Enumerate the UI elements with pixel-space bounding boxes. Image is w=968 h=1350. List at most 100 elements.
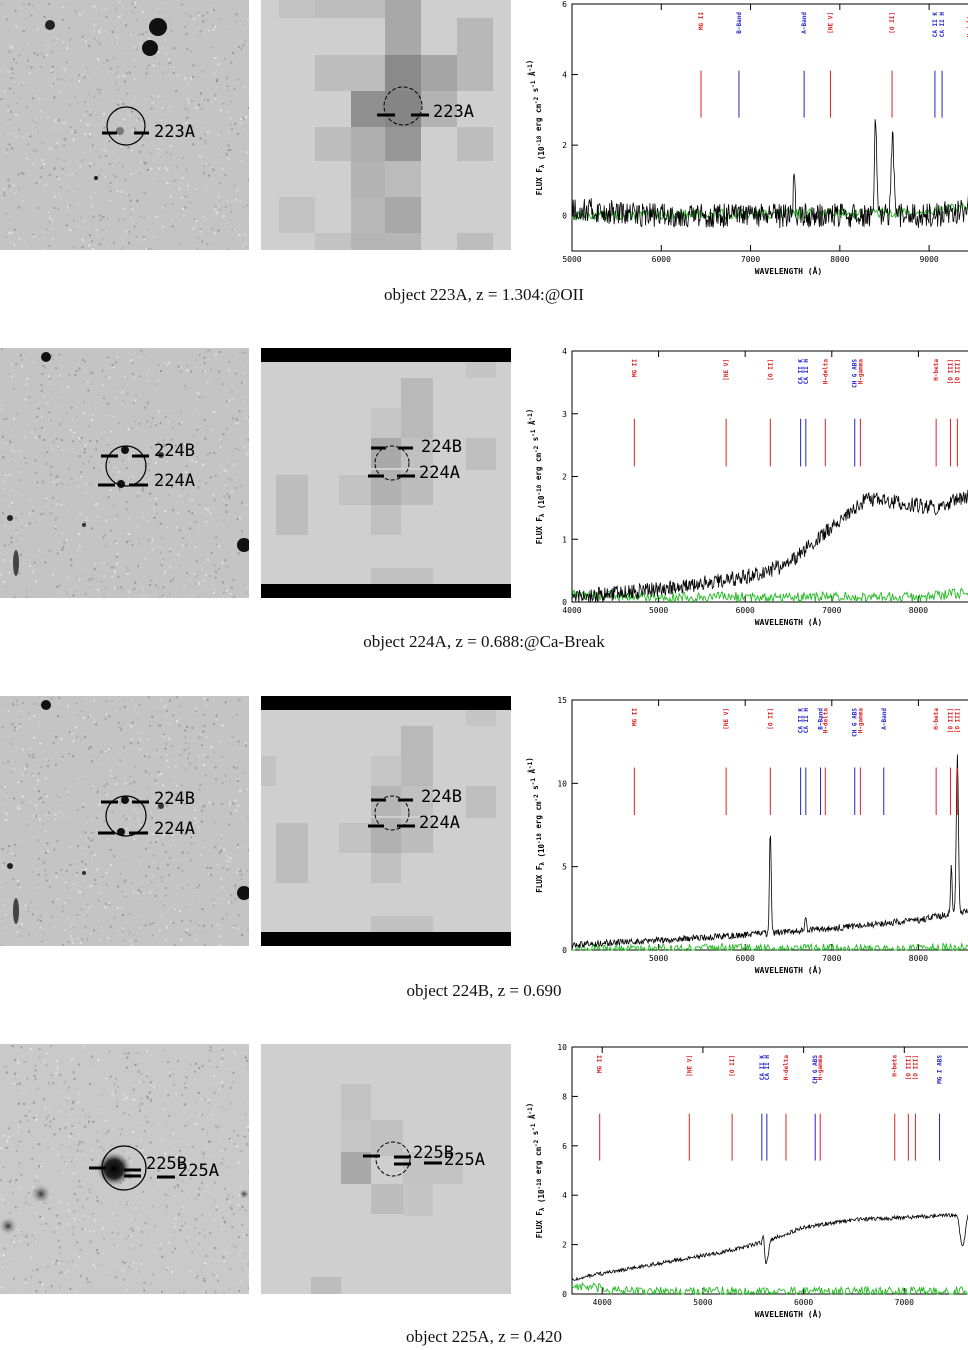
flux-spectrum — [571, 489, 968, 603]
xray-label: 224B — [421, 437, 462, 457]
y-tick-label: 15 — [557, 696, 567, 705]
xray-label: 225B — [413, 1143, 454, 1163]
x-tick-label: 7000 — [822, 606, 841, 615]
spectrum-chart-2: 40005000600070008000900001234WAVELENGTH … — [525, 348, 968, 627]
y-tick-label: 4 — [562, 348, 567, 356]
x-tick-label: 6000 — [794, 1298, 813, 1307]
figure-caption-1: object 223A, z = 1.304:@OII — [384, 285, 584, 304]
y-tick-label: 2 — [562, 141, 567, 150]
y-tick-label: 1 — [562, 535, 567, 544]
line-label: H-delta — [822, 359, 829, 385]
y-axis-label: FLUX Fλ (10-18 erg cm-2 s-1 Å-1) — [525, 409, 546, 545]
line-label: H-delta — [783, 1055, 790, 1081]
y-tick-label: 10 — [557, 779, 567, 788]
y-tick-label: 2 — [562, 473, 567, 482]
line-label: CA II H — [939, 12, 946, 38]
x-axis-label: WAVELENGTH (Å) — [755, 1309, 822, 1319]
y-tick-label: 3 — [562, 410, 567, 419]
optical-label: 225A — [178, 1161, 219, 1181]
y-axis-label: FLUX Fλ (10-18 erg cm-2 s-1 Å-1) — [525, 60, 546, 196]
error-spectrum — [571, 1281, 968, 1296]
x-tick-label: 5000 — [562, 255, 581, 264]
optical-label: 225B — [146, 1154, 187, 1174]
y-tick-label: 4 — [562, 71, 567, 80]
error-spectrum — [571, 587, 968, 604]
line-label: CH G ABS — [852, 708, 859, 737]
x-tick-label: 7000 — [895, 1298, 914, 1307]
line-label: [O III] — [954, 359, 961, 384]
line-label: CH G ABS — [812, 1055, 819, 1084]
line-label: MG I ABS — [937, 1055, 944, 1084]
x-tick-label: 8000 — [830, 255, 849, 264]
line-label: H-beta — [892, 1055, 899, 1077]
line-label: CA II K — [932, 12, 939, 38]
line-label: H-gamma — [857, 359, 864, 385]
optical-image-2: 224B 224A — [0, 348, 249, 598]
xray-image-3: 224B 224A — [261, 696, 511, 946]
line-label: B-Band — [818, 708, 825, 730]
line-label: CA II H — [764, 1055, 771, 1081]
line-label: [O III] — [912, 1055, 919, 1080]
xray-label: 225A — [444, 1150, 485, 1170]
plot-frame — [571, 350, 968, 603]
y-tick-label: 6 — [562, 0, 567, 9]
line-label: H-gamma — [857, 708, 864, 734]
line-label: [O II] — [767, 708, 774, 730]
line-label: MG II — [631, 708, 638, 726]
line-label: [O II] — [889, 12, 896, 34]
line-label: [NE V] — [723, 359, 730, 381]
figure-caption-2: object 224A, z = 0.688:@Ca-Break — [363, 632, 605, 651]
line-label: A-Band — [801, 12, 808, 34]
optical-label: 223A — [154, 122, 195, 142]
line-label: [O III] — [947, 359, 954, 384]
optical-label: 224A — [154, 471, 195, 491]
error-spectrum — [572, 941, 968, 952]
y-tick-label: 4 — [562, 1191, 567, 1200]
xray-image-1: 223A — [261, 0, 511, 250]
x-tick-label: 8000 — [909, 954, 928, 963]
line-label: H-delta — [822, 708, 829, 734]
line-label: [O II] — [729, 1055, 736, 1077]
line-label: [O II] — [767, 359, 774, 381]
line-label: [O III] — [905, 1055, 912, 1080]
plot-frame — [571, 699, 968, 951]
x-tick-label: 9000 — [919, 255, 938, 264]
xray-image-4: 225B 225A — [261, 1044, 511, 1294]
y-axis-label: FLUX Fλ (10-18 erg cm-2 s-1 Å-1) — [525, 757, 546, 893]
line-label: CH G ABS — [852, 359, 859, 388]
plot-frame — [571, 3, 968, 252]
flux-spectrum — [571, 754, 968, 949]
optical-image-4: 225B 225A — [0, 1044, 249, 1294]
x-tick-label: 4000 — [593, 1298, 612, 1307]
x-tick-label: 7000 — [741, 255, 760, 264]
y-axis-label: FLUX Fλ (10-18 erg cm-2 s-1 Å-1) — [525, 1103, 546, 1239]
x-axis-label: WAVELENGTH (Å) — [755, 965, 822, 975]
line-label: A-Band — [881, 708, 888, 730]
spectrum-chart-4: 400050006000700080000246810WAVELENGTH (Å… — [525, 1044, 968, 1319]
optical-label: 224B — [154, 789, 195, 809]
line-label: [O III] — [954, 708, 961, 733]
line-label: [NE V] — [827, 12, 834, 34]
y-tick-label: 10 — [557, 1044, 567, 1052]
line-label: MG II — [631, 359, 638, 377]
x-tick-label: 6000 — [652, 255, 671, 264]
line-label: [NE V] — [686, 1055, 693, 1077]
xray-label: 224A — [419, 463, 460, 483]
flux-spectrum — [571, 119, 968, 229]
y-tick-label: 6 — [562, 1142, 567, 1151]
line-label: MG II — [698, 12, 705, 30]
xray-label: 224A — [419, 813, 460, 833]
plot-frame — [571, 1046, 968, 1295]
line-label: CA II H — [803, 708, 810, 734]
line-label: H-delta — [966, 12, 968, 38]
x-tick-label: 4000 — [562, 606, 581, 615]
line-label: CA II K — [798, 359, 805, 385]
line-label: CA II H — [803, 359, 810, 385]
line-label: B-Band — [736, 12, 743, 34]
line-label: CA II K — [759, 1055, 766, 1081]
x-tick-label: 8000 — [909, 606, 928, 615]
x-tick-label: 5000 — [693, 1298, 712, 1307]
optical-image-1: 223A — [0, 0, 249, 250]
xray-label: 223A — [433, 102, 474, 122]
y-tick-label: 0 — [562, 212, 567, 221]
